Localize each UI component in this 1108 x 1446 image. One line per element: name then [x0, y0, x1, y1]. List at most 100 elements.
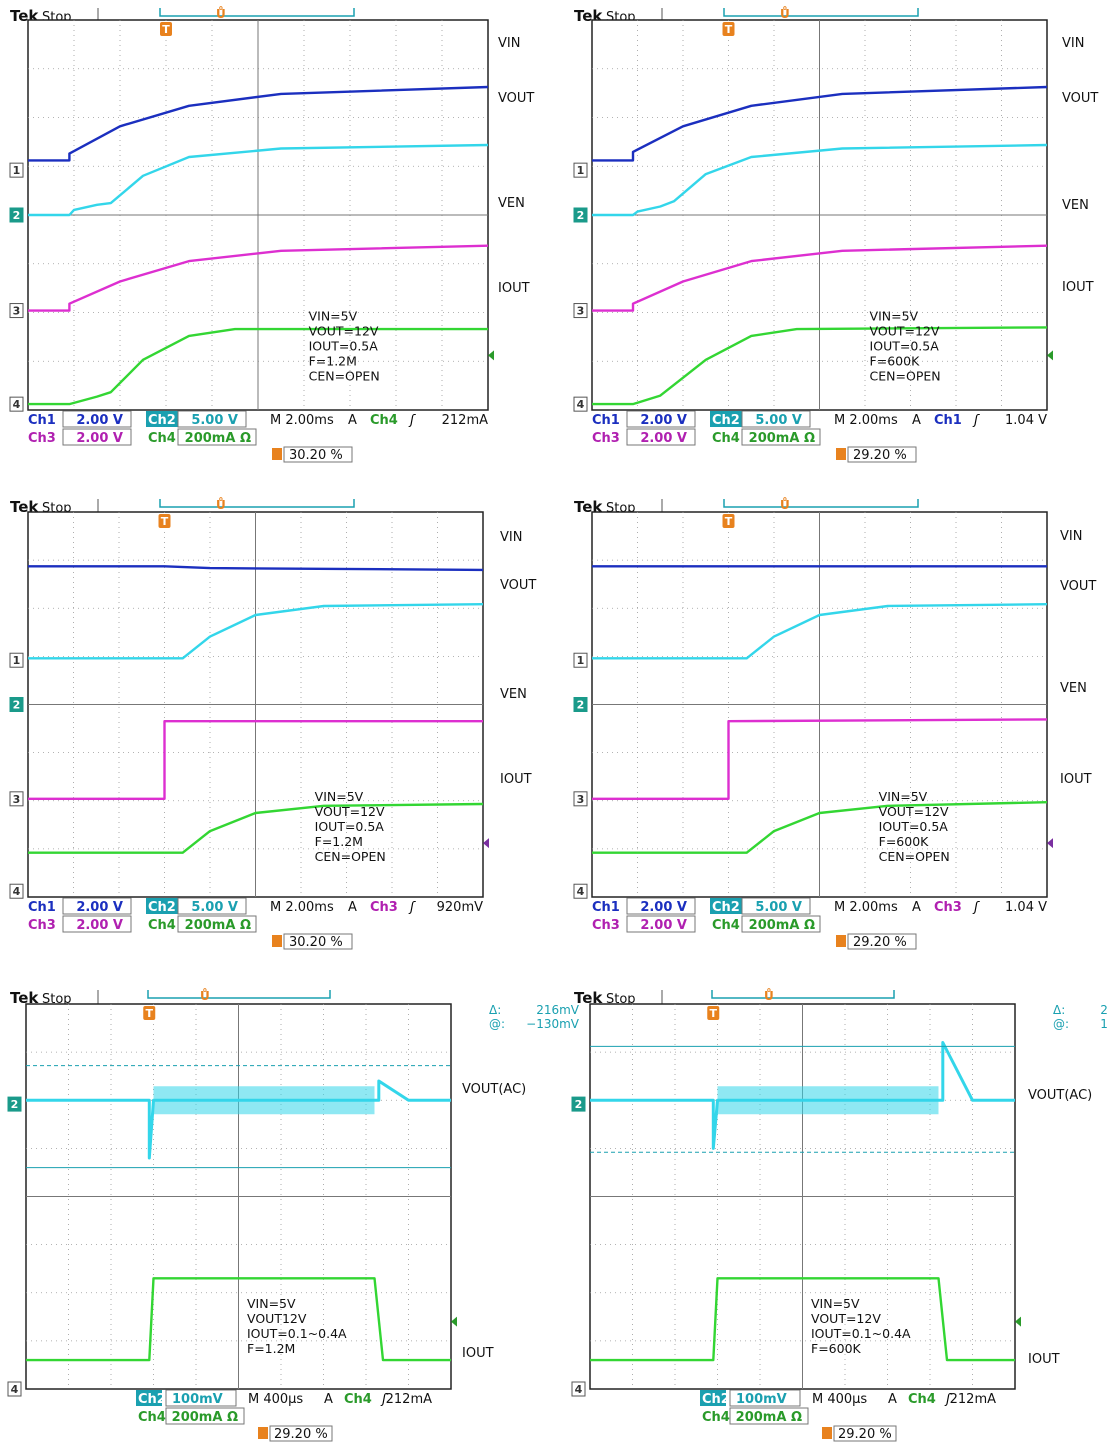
- readout-ch3-scale: 2.00 V: [76, 431, 123, 446]
- brand-label: Tek: [10, 989, 39, 1007]
- channel-marker-label: 3: [577, 305, 585, 318]
- channel-marker-label: 4: [11, 1383, 19, 1396]
- readout-box: [62, 428, 132, 446]
- trigger-t-icon: [160, 22, 172, 36]
- trigger-t-icon: [722, 22, 735, 36]
- trigger-t-glyph: T: [709, 1007, 717, 1020]
- trigger-position-marker: Ů: [764, 988, 774, 1003]
- vout-ripple-band: [717, 1086, 939, 1115]
- channel-marker-ch2: [571, 1096, 586, 1112]
- channel-marker-label: 2: [577, 699, 585, 712]
- readout-box: [177, 897, 247, 915]
- channel-marker-ch4: [571, 1381, 586, 1397]
- trace-vout: [28, 603, 484, 660]
- trigger-t-icon: [143, 1006, 156, 1020]
- annotation-line: IOUT=0.5A: [309, 338, 379, 353]
- readout-box: [62, 410, 132, 428]
- annotation-line: IOUT=0.5A: [879, 819, 949, 834]
- readout-ch4-label: Ch4: [712, 918, 740, 933]
- cursor-at-label: @:: [489, 1017, 505, 1031]
- trigger-t-glyph: T: [162, 23, 170, 36]
- scope-panel: Tek Stop ŮT1234VINVOUTVENIOUTVIN=5VVOUT=12…: [9, 497, 536, 950]
- readout-ch1-scale: 2.00 V: [640, 900, 687, 915]
- channel-marker-label: 2: [11, 1098, 19, 1111]
- channel-marker-ch2: [573, 697, 588, 712]
- trace-label: VOUT: [498, 91, 534, 106]
- readout-trigger-level: 212mA: [386, 1392, 432, 1407]
- scope-panel: Tek Stop ŮT1234VINVOUTVENIOUTVIN=5VVOUT=12…: [573, 497, 1096, 950]
- annotation-line: CEN=OPEN: [315, 849, 386, 864]
- readout-ch4-label: Ch4: [138, 1410, 166, 1425]
- trace-label: VEN: [500, 687, 527, 702]
- trace-ven: [592, 718, 1048, 800]
- channel-marker-label: 1: [13, 654, 21, 667]
- channel-marker-ch3: [9, 303, 24, 319]
- trigger-t-icon: [158, 514, 171, 528]
- readout-area: Ch2 100mV M 400µs A Ch4 ʃ 212mA Ch4 200mA Ω 29.20…: [700, 1389, 996, 1442]
- readout-box: [729, 1389, 801, 1407]
- readout-timebase: M 2.00ms: [270, 413, 334, 428]
- readout-ch1-scale: 2.00 V: [640, 413, 687, 428]
- trace-iout: [28, 327, 488, 406]
- readout-trigger-mode: A: [912, 900, 921, 915]
- readout-ch2-scale: 5.00 V: [755, 900, 802, 915]
- readout-box: [177, 915, 257, 933]
- trace-iout: [28, 802, 484, 854]
- readout-ch2-label: Ch2: [138, 1392, 166, 1407]
- readout-trigger-position: 29.20 %: [838, 1427, 892, 1442]
- readout-area: Ch1 2.00 V Ch2 5.00 V M 2.00ms A Ch4 ʃ 212mA Ch3 2…: [28, 410, 488, 463]
- readout-box: [165, 1407, 245, 1425]
- readout-ch2-label: Ch2: [712, 413, 740, 428]
- readout-ch2-label: Ch2: [712, 900, 740, 915]
- channel-marker-ch2: [9, 207, 24, 223]
- readout-ch1-label: Ch1: [28, 413, 56, 428]
- annotation-line: VOUT=12V: [811, 1311, 881, 1326]
- readout-box: [626, 410, 696, 428]
- annotation-line: IOUT=0.5A: [315, 819, 385, 834]
- rising-edge-icon: ʃ: [972, 413, 980, 428]
- trigger-position-marker: Ů: [216, 497, 226, 512]
- trigger-t-icon: [836, 448, 846, 460]
- record-bracket: [159, 8, 355, 17]
- readout-ch2-scale: 5.00 V: [755, 413, 802, 428]
- channel-marker-label: 3: [13, 793, 21, 806]
- annotation-line: F=600K: [811, 1341, 862, 1356]
- annotation-line: CEN=OPEN: [870, 368, 941, 383]
- readout-ch3-label: Ch3: [592, 431, 620, 446]
- annotation-line: VOUT=12V: [870, 323, 940, 338]
- cursor-delta-label: Δ:: [1053, 1003, 1065, 1017]
- readout-area: Ch2 100mV M 400µs A Ch4 ʃ 212mA Ch4 200mA Ω 29.20…: [136, 1389, 432, 1442]
- readout-ch4-label: Ch4: [148, 918, 176, 933]
- readout-trigger-position: 29.20 %: [274, 1427, 328, 1442]
- rising-edge-icon: ʃ: [408, 900, 416, 915]
- annotation-line: VOUT12V: [247, 1311, 307, 1326]
- trigger-position-marker: Ů: [216, 6, 226, 21]
- readout-trigger-mode: A: [348, 413, 357, 428]
- annotation-line: IOUT=0.1~0.4A: [811, 1326, 911, 1341]
- annotation-line: VOUT=12V: [879, 804, 949, 819]
- channel-marker-label: 4: [577, 885, 585, 898]
- readout-ch4-scale: 200mA Ω: [749, 431, 815, 446]
- channel-marker-label: 4: [13, 398, 21, 411]
- trace-label: VOUT: [1060, 579, 1096, 594]
- trace-iout: [592, 326, 1048, 406]
- readout-box: [741, 897, 811, 915]
- readout-trigger-source: Ch4: [344, 1392, 372, 1407]
- annotation-line: F=1.2M: [309, 353, 357, 368]
- readout-ch3-scale: 2.00 V: [640, 431, 687, 446]
- scope-panel: Tek Stop ŮT1234VINVOUTVENIOUTVIN=5VVOUT=12…: [9, 6, 534, 463]
- readout-ch1-scale: 2.00 V: [76, 413, 123, 428]
- trigger-position-marker: Ů: [780, 497, 790, 512]
- channel-marker-ch1: [573, 162, 588, 178]
- channel-marker-ch4: [573, 883, 588, 899]
- channel-marker-label: 4: [13, 885, 21, 898]
- level-indicator-icon: [1047, 350, 1053, 361]
- readout-box: [626, 428, 696, 446]
- readout-box: [62, 897, 132, 915]
- channel-marker-ch2: [9, 697, 24, 712]
- trace-iout: [26, 1277, 451, 1362]
- trace-label: IOUT: [1060, 772, 1092, 787]
- readout-trigger-mode: A: [324, 1392, 333, 1407]
- annotation-line: F=1.2M: [247, 1341, 295, 1356]
